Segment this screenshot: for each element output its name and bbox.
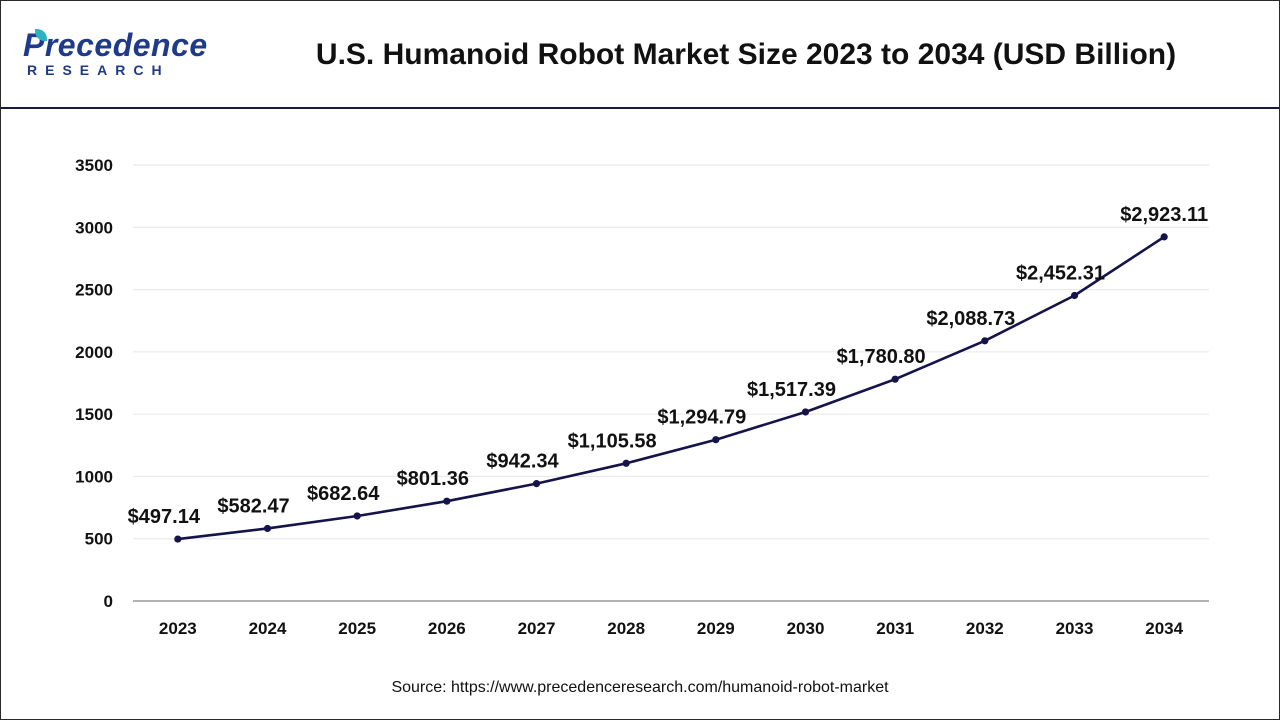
x-axis-ticks: 2023 2024 2025 2026 2027 2028 2029 2030 2031 2032… <box>159 619 1184 638</box>
data-point <box>353 512 361 520</box>
chart-title: U.S. Humanoid Robot Market Size 2023 to … <box>315 38 1177 71</box>
x-tick-label: 2026 <box>428 619 466 638</box>
data-label: $1,517.39 <box>747 379 836 401</box>
leaf-icon <box>35 29 47 41</box>
data-point <box>263 524 272 533</box>
data-label: $1,105.58 <box>568 430 657 452</box>
y-axis-ticks: 0 500 1000 1500 2000 2500 3000 3500 <box>75 156 113 611</box>
y-tick-label: 2000 <box>75 343 113 362</box>
data-label: $1,294.79 <box>657 407 746 429</box>
data-label: $682.64 <box>307 483 380 505</box>
y-tick-label: 3000 <box>75 218 113 237</box>
y-tick-label: 2500 <box>75 281 113 300</box>
data-point <box>712 436 720 444</box>
data-label: $2,923.11 <box>1120 204 1208 226</box>
x-tick-label: 2023 <box>159 619 197 638</box>
data-label: $497.14 <box>128 506 201 528</box>
brand-logo: Precedence RESEARCH <box>23 27 223 87</box>
y-tick-label: 3500 <box>75 156 113 175</box>
logo-subtitle: RESEARCH <box>27 62 170 78</box>
data-point <box>622 459 630 467</box>
y-tick-label: 1500 <box>75 405 113 424</box>
data-point <box>532 480 541 488</box>
x-tick-label: 2029 <box>697 619 735 638</box>
y-tick-label: 0 <box>104 592 113 611</box>
x-tick-label: 2030 <box>787 619 825 638</box>
source-note: Source: https://www.precedenceresearch.c… <box>391 679 889 696</box>
x-tick-label: 2034 <box>1145 619 1183 638</box>
x-tick-label: 2033 <box>1056 619 1094 638</box>
data-label: $582.47 <box>217 495 289 517</box>
gridlines <box>133 164 1209 540</box>
data-label: $1,780.80 <box>837 346 926 368</box>
data-label: $2,452.31 <box>1016 263 1105 285</box>
logo-wordmark: Precedence <box>23 27 208 63</box>
x-tick-label: 2032 <box>966 619 1004 638</box>
x-tick-label: 2031 <box>876 619 914 638</box>
series-line <box>177 235 1165 541</box>
x-tick-label: 2024 <box>249 619 287 638</box>
data-point <box>981 337 989 345</box>
data-label: $801.36 <box>397 468 469 490</box>
data-point <box>801 408 810 416</box>
data-labels: $497.14 $582.47 $682.64 $801.36 $942.34 $1,10… <box>128 204 1208 528</box>
data-point <box>1160 233 1168 241</box>
data-label: $2,088.73 <box>926 308 1015 330</box>
data-points <box>174 233 1168 543</box>
header: Precedence RESEARCH U.S. Humanoid Robot … <box>1 1 1279 109</box>
x-tick-label: 2025 <box>338 619 376 638</box>
x-tick-label: 2027 <box>518 619 556 638</box>
data-point <box>174 535 182 543</box>
data-point <box>891 375 899 383</box>
x-tick-label: 2028 <box>607 619 645 638</box>
data-point <box>443 497 451 505</box>
data-label: $942.34 <box>486 451 559 473</box>
data-point <box>1070 291 1079 300</box>
y-tick-label: 500 <box>85 530 113 549</box>
y-tick-label: 1000 <box>75 467 113 486</box>
